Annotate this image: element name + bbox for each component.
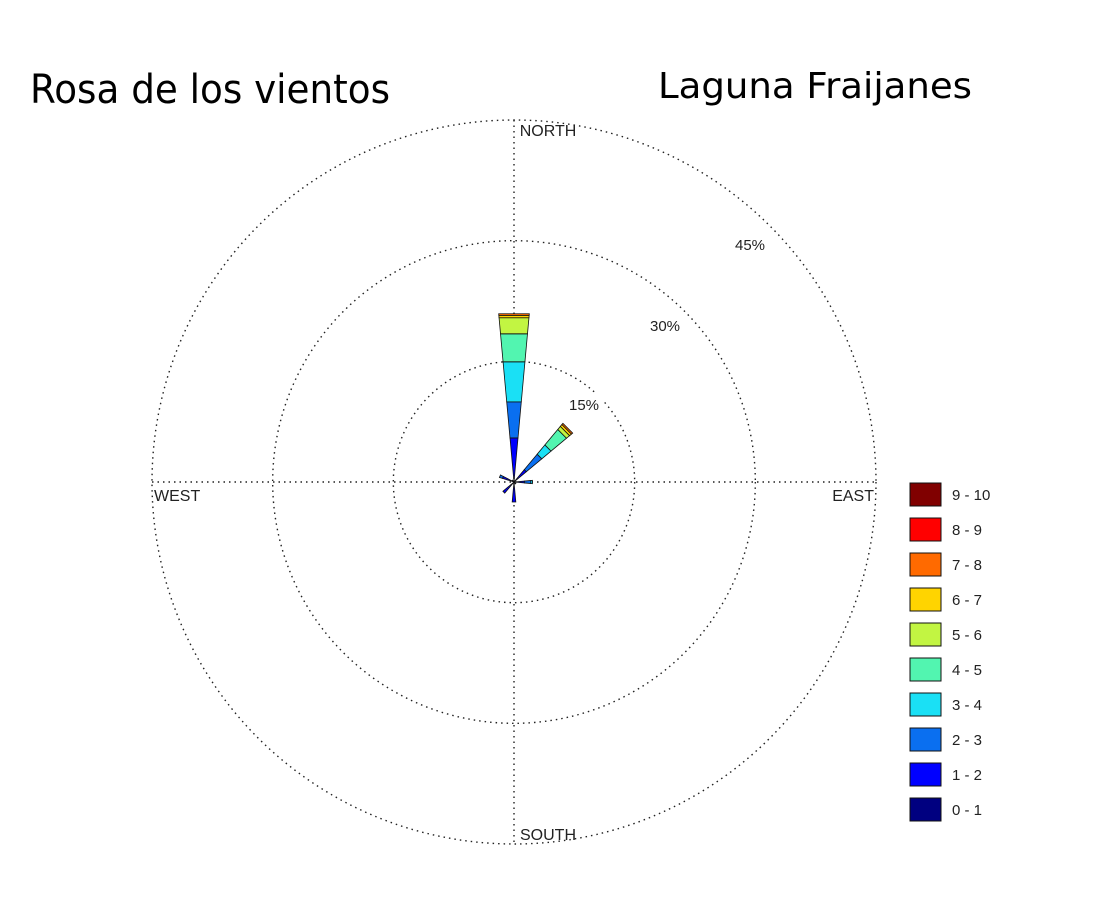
direction-label-north: NORTH: [520, 123, 577, 140]
legend-label: 7 - 8: [952, 557, 982, 574]
legend-label: 6 - 7: [952, 592, 982, 609]
legend-swatch: [909, 622, 942, 647]
chart-subtitle: Laguna Fraijanes: [658, 66, 972, 107]
petal-segment: [502, 361, 526, 403]
legend-label: 5 - 6: [952, 627, 982, 644]
legend-swatch: [909, 657, 942, 682]
petal-segment: [500, 333, 528, 363]
legend-label: 2 - 3: [952, 732, 982, 749]
petal-segment: [498, 317, 530, 335]
petal-segment: [561, 422, 574, 435]
legend-swatch: [909, 482, 942, 507]
petal-segment: [513, 469, 527, 483]
legend-label: 8 - 9: [952, 522, 982, 539]
direction-label-east: EAST: [832, 488, 874, 505]
petal-segment: [502, 481, 515, 494]
petal-segment: [524, 480, 532, 484]
wind-petals: [498, 313, 574, 503]
ring-label: 30%: [650, 318, 680, 335]
petal-segment: [511, 482, 517, 503]
petal-segment: [513, 481, 517, 485]
legend-swatch: [909, 727, 942, 752]
ring-label-background: [645, 315, 685, 338]
legend-label: 0 - 1: [952, 802, 982, 819]
grid-ring: [151, 119, 877, 845]
legend-swatch: [909, 762, 942, 787]
legend-swatch: [909, 797, 942, 822]
legend-label: 3 - 4: [952, 697, 982, 714]
petal-segment: [509, 437, 519, 481]
legend: 9 - 10 8 - 9 7 - 8 6 - 7 5 - 6 4 - 5 3 - 4 2 - …: [909, 482, 990, 822]
legend-swatch: [909, 692, 942, 717]
ring-label-background: [564, 394, 604, 417]
petal-segment: [511, 479, 515, 483]
legend-label: 1 - 2: [952, 767, 982, 784]
legend-label: 9 - 10: [952, 487, 990, 504]
direction-label-south: SOUTH: [520, 827, 576, 844]
ring-label-background: [730, 234, 770, 257]
legend-swatch: [909, 552, 942, 577]
petal-segment: [523, 453, 543, 473]
polar-labels: 15% 30% 45% NORTH EAST SOUTH WEST: [154, 123, 874, 844]
petal-segment: [506, 401, 522, 439]
polar-grid: [151, 119, 877, 845]
ring-label: 45%: [735, 237, 765, 254]
legend-label: 4 - 5: [952, 662, 982, 679]
grid-ring: [392, 360, 636, 604]
petal-segment: [498, 474, 504, 479]
ring-label: 15%: [569, 397, 599, 414]
direction-label-west: WEST: [154, 488, 200, 505]
petal-segment: [501, 475, 514, 483]
chart-title: Rosa de los vientos: [30, 67, 390, 113]
petal-segment: [530, 479, 533, 485]
legend-swatch: [909, 517, 942, 542]
legend-swatch: [909, 587, 942, 612]
petal-segment: [498, 313, 530, 316]
